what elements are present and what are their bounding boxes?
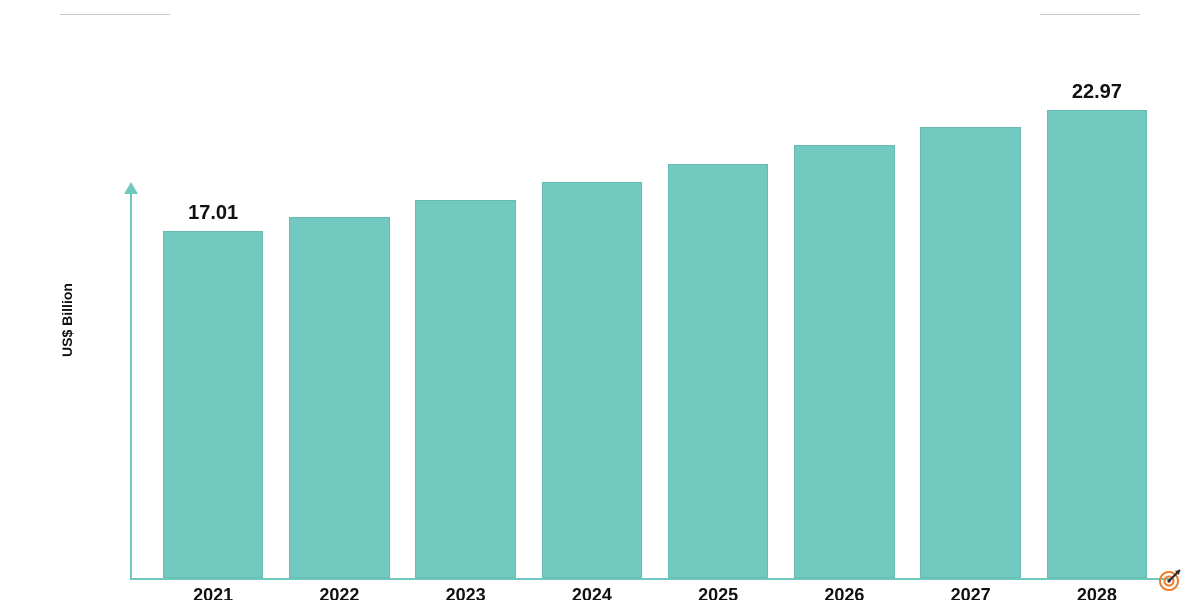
x-tick-label: 2027 — [908, 585, 1034, 600]
target-icon — [1158, 568, 1182, 592]
bar-rect — [1047, 110, 1147, 578]
y-axis — [130, 190, 132, 580]
bar-rect — [542, 182, 642, 578]
bar-2026 — [781, 50, 907, 578]
bar-rect — [415, 200, 515, 578]
bar-rect — [668, 164, 768, 578]
bar-2024 — [529, 50, 655, 578]
title-rule-right — [1040, 14, 1140, 15]
x-axis — [130, 578, 1170, 580]
bar-2022 — [276, 50, 402, 578]
bar-value-label: 22.97 — [1072, 81, 1122, 104]
bar-2021: 17.01 — [150, 50, 276, 578]
bar-2023 — [403, 50, 529, 578]
x-tick-label: 2026 — [781, 585, 907, 600]
bar-2025 — [655, 50, 781, 578]
market-size-bar-chart: US$ Billion 17.0122.97 20212022202320242… — [90, 40, 1170, 600]
bar-2027 — [908, 50, 1034, 578]
bars-container: 17.01 22.97 — [150, 50, 1160, 578]
x-tick-label: 2028 — [1034, 585, 1160, 600]
x-axis-labels: 20212022202320242025202620272028 — [150, 585, 1160, 600]
bar-value-label: 17.01 — [188, 202, 238, 225]
bar-rect — [794, 145, 894, 578]
title-rule-left — [60, 14, 170, 15]
x-tick-label: 2022 — [276, 585, 402, 600]
bar-rect — [920, 127, 1020, 578]
bar-rect — [163, 231, 263, 578]
x-tick-label: 2021 — [150, 585, 276, 600]
x-tick-label: 2024 — [529, 585, 655, 600]
bar-rect — [289, 217, 389, 578]
x-tick-label: 2023 — [403, 585, 529, 600]
bar-2028: 22.97 — [1034, 50, 1160, 578]
x-tick-label: 2025 — [655, 585, 781, 600]
y-axis-label: US$ Billion — [59, 283, 75, 357]
